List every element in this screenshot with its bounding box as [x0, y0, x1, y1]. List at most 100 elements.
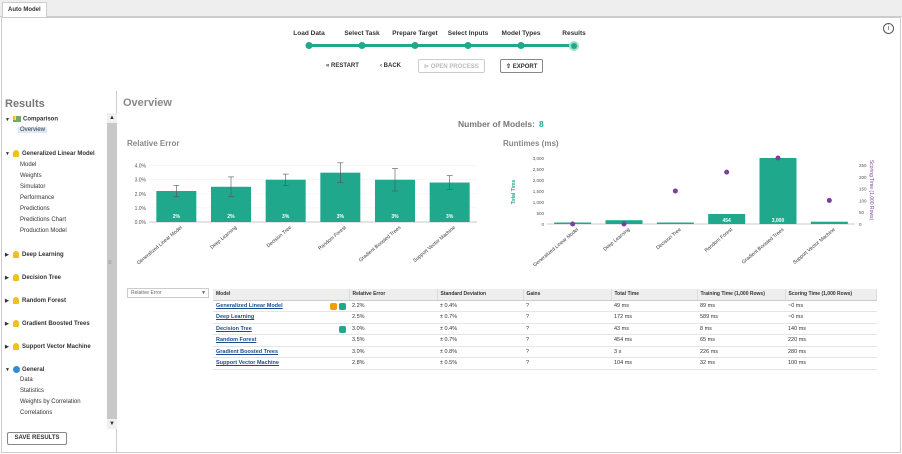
col-scoring-time[interactable]: Scoring Time (1,000 Rows)	[785, 289, 877, 301]
caret-down-icon[interactable]: ▼	[5, 151, 10, 158]
col-model[interactable]: Model	[213, 289, 350, 301]
sidebar-item-data[interactable]: Data	[20, 377, 33, 383]
sidebar-item-performance[interactable]: Performance	[20, 195, 55, 201]
table-row[interactable]: Decision Tree 3.0% ± 0.4%? 43 ms 8 ms 140 ms	[213, 323, 877, 335]
tab-auto-model[interactable]: Auto Model	[2, 2, 47, 17]
model-link[interactable]: Generalized Linear Model	[216, 302, 283, 309]
save-results-button[interactable]: SAVE RESULTS	[7, 432, 67, 445]
sidebar-item-statistics[interactable]: Statistics	[20, 388, 45, 394]
workflow-dot-current[interactable]	[569, 40, 579, 51]
scroll-down-icon[interactable]: ▼	[107, 419, 117, 429]
sidebar-group-gradient-boosted-trees[interactable]: ▶ Gradient Boosted Trees	[5, 320, 90, 328]
cell-gains: ?	[523, 311, 611, 324]
model-link[interactable]: Random Forest	[216, 337, 257, 344]
col-training-time[interactable]: Training Time (1,000 Rows)	[697, 289, 786, 301]
workflow-step-model-types[interactable]: Model Types	[501, 30, 541, 37]
table-row[interactable]: Gradient Boosted Trees 3.0% ± 0.8%? 3 s 226 …	[213, 346, 877, 358]
workflow-dot[interactable]	[517, 42, 525, 49]
model-link[interactable]: Gradient Boosted Trees	[216, 348, 279, 355]
restart-button[interactable]: « RESTART	[326, 63, 359, 69]
table-row[interactable]: Generalized Linear Model 2.2% ± 0.4%? 49 ms…	[213, 300, 877, 312]
cell-train: 89 ms	[697, 300, 785, 312]
person-icon[interactable]	[330, 302, 337, 310]
caret-down-icon[interactable]: ▼	[5, 116, 10, 123]
data-label: 2%	[173, 214, 181, 220]
workflow-dot[interactable]	[305, 42, 313, 49]
table-row[interactable]: Random Forest 3.5% ± 0.7%? 454 ms 65 ms 220 m…	[213, 334, 877, 347]
sidebar-item-production-model[interactable]: Production Model	[20, 228, 67, 234]
y2-tick-label: 200	[859, 175, 867, 180]
y2-tick-label: 50	[859, 210, 865, 215]
scroll-up-icon[interactable]: ▲	[107, 113, 117, 123]
restart-icon: «	[326, 63, 332, 69]
workflow-line	[309, 44, 574, 47]
workflow-step-select-task[interactable]: Select Task	[344, 30, 380, 37]
back-button[interactable]: ‹ BACK	[380, 63, 402, 69]
caret-right-icon[interactable]: ▶	[5, 298, 9, 305]
sidebar-group-random-forest[interactable]: ▶ Random Forest	[5, 297, 67, 305]
sidebar-group-comparison[interactable]: ▼ Comparison	[5, 116, 59, 123]
sidebar-item-correlations[interactable]: Correlations	[20, 410, 53, 416]
cell-err: 2.2%	[349, 300, 437, 312]
splitter-handle[interactable]: ≡	[108, 260, 112, 266]
caret-down-icon[interactable]: ▼	[5, 367, 10, 374]
caret-right-icon[interactable]: ▶	[5, 275, 9, 282]
workflow-dot[interactable]	[358, 42, 366, 49]
export-button[interactable]: ⇧ EXPORT	[500, 59, 544, 73]
sidebar-group-glm[interactable]: ▼ Generalized Linear Model	[5, 150, 95, 158]
workflow-step-load-data[interactable]: Load Data	[293, 30, 325, 37]
x-tick-label: Gradient Boosted Trees	[358, 225, 403, 264]
sidebar-group-decision-tree[interactable]: ▶ Decision Tree	[5, 274, 62, 282]
sidebar-item-weights[interactable]: Weights	[20, 173, 42, 179]
workflow-step-select-inputs[interactable]: Select Inputs	[447, 30, 489, 37]
sidebar-item-predictions[interactable]: Predictions	[20, 206, 50, 212]
model-link[interactable]: Deep Learning	[216, 314, 255, 321]
cell-score: ~0 ms	[785, 311, 877, 324]
workflow-dot[interactable]	[411, 42, 419, 49]
x-tick-label: Gradient Boosted Trees	[741, 227, 786, 266]
workflow-step-results[interactable]: Results	[562, 30, 586, 37]
caret-right-icon[interactable]: ▶	[5, 252, 9, 259]
sidebar-item-simulator[interactable]: Simulator	[20, 184, 46, 190]
col-relative-error[interactable]: Relative Error	[349, 289, 438, 301]
sidebar-item-model[interactable]: Model	[20, 162, 37, 168]
caret-right-icon[interactable]: ▶	[5, 344, 9, 351]
y-tick-label: 0	[541, 222, 544, 227]
col-gains[interactable]: Gains	[523, 289, 612, 301]
open-process-button[interactable]: ⊳ OPEN PROCESS	[418, 59, 485, 73]
cell-total: 104 ms	[611, 357, 697, 370]
sidebar-group-svm[interactable]: ▶ Support Vector Machine	[5, 343, 91, 351]
lightbulb-icon	[13, 251, 19, 258]
bar	[265, 179, 306, 222]
metric-select[interactable]: Relative Error ▼	[127, 288, 209, 298]
caret-right-icon[interactable]: ▶	[5, 321, 9, 328]
export-icon: ⇧	[506, 64, 513, 70]
model-link[interactable]: Support Vector Machine	[216, 360, 279, 367]
cell-model: Decision Tree	[213, 323, 349, 335]
y-tick-label: 3,000	[533, 156, 545, 161]
table-row[interactable]: Deep Learning 2.5% ± 0.7%? 172 ms 589 ms ~0 m…	[213, 311, 877, 324]
workflow-dot[interactable]	[464, 42, 472, 49]
col-standard-deviation[interactable]: Standard Deviation	[437, 289, 524, 301]
sidebar-item-weights-by-correlation[interactable]: Weights by Correlation	[20, 399, 81, 405]
results-sidebar: Results ▲ ▼ ▼ Comparison Overview ▼ Genera…	[1, 91, 117, 453]
cell-std: ± 0.7%	[437, 311, 523, 324]
data-label: 454	[722, 218, 731, 224]
table-row[interactable]: Support Vector Machine 2.8% ± 0.5%? 104 ms 3…	[213, 357, 877, 370]
workflow-step-prepare-target[interactable]: Prepare Target	[392, 30, 438, 37]
cell-train: 8 ms	[697, 323, 785, 335]
sidebar-item-overview[interactable]: Overview	[18, 127, 48, 133]
col-total-time[interactable]: Total Time	[611, 289, 698, 301]
cell-train: 65 ms	[697, 334, 785, 347]
sidebar-scrollbar[interactable]: ▲ ▼	[107, 113, 117, 429]
sidebar-group-general[interactable]: ▼ General	[5, 366, 45, 374]
runner-icon[interactable]	[339, 302, 346, 310]
y2-tick-label: 250	[859, 163, 867, 168]
info-icon[interactable]: i	[883, 23, 894, 34]
sidebar-item-predictions-chart[interactable]: Predictions Chart	[20, 217, 67, 223]
scatter-point	[826, 197, 832, 203]
sidebar-group-deep-learning[interactable]: ▶ Deep Learning	[5, 251, 64, 259]
runner-icon[interactable]	[339, 325, 346, 333]
model-link[interactable]: Decision Tree	[216, 325, 252, 332]
cell-err: 2.5%	[349, 311, 437, 324]
